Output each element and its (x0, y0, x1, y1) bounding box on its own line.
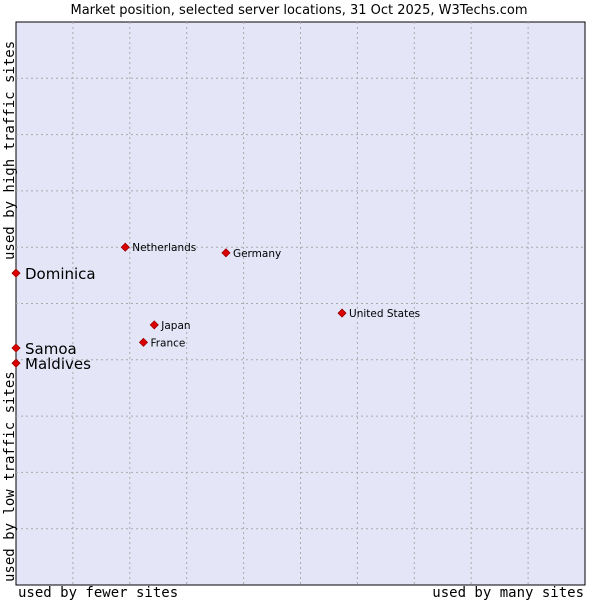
point-label-dominica: Dominica (25, 265, 96, 283)
point-label-maldives: Maldives (25, 355, 91, 373)
x-axis-label-left: used by fewer sites (18, 585, 178, 600)
x-axis-label-right: used by many sites (432, 585, 584, 600)
point-marker-netherlands (120, 242, 130, 252)
point-marker-maldives (11, 358, 21, 368)
point-marker-france (138, 337, 149, 347)
point-marker-dominica (11, 268, 21, 278)
point-marker-united-states (337, 308, 347, 318)
point-label-samoa: Samoa (25, 340, 77, 358)
point-marker-samoa (11, 343, 21, 353)
y-axis-label-top: used by high traffic sites (2, 41, 18, 260)
point-marker-japan (149, 320, 159, 330)
point-marker-germany (221, 248, 231, 258)
y-axis-label-bottom: used by low traffic sites (2, 371, 18, 582)
point-label-united-states: United States (349, 308, 420, 320)
point-label-france: France (150, 337, 185, 349)
point-label-germany: Germany (233, 248, 281, 260)
grid-lines (16, 22, 585, 585)
data-points: Netherlands Germany Dominica United States J… (11, 242, 420, 373)
point-label-netherlands: Netherlands (132, 242, 196, 254)
point-label-japan: Japan (160, 320, 190, 332)
chart-title: Market position, selected server locatio… (70, 3, 527, 18)
